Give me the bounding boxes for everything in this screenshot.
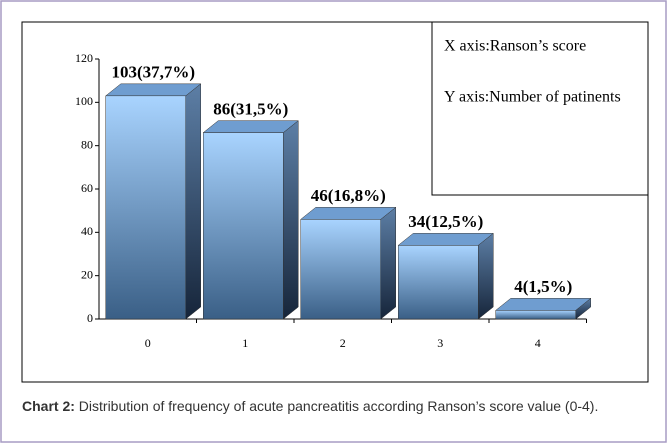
value-label: 86(31,5%)	[213, 100, 288, 119]
bar	[495, 310, 576, 320]
x-tick-label: 4	[535, 336, 541, 350]
value-label: 103(37,7%)	[111, 63, 195, 82]
value-label: 46(16,8%)	[311, 186, 386, 205]
caption-text: Distribution of frequency of acute pancr…	[78, 398, 599, 414]
y-tick-label: 60	[81, 181, 93, 195]
y-tick-label: 20	[81, 267, 93, 281]
x-tick-label: 3	[437, 336, 443, 350]
bar	[203, 132, 284, 320]
x-tick-label: 2	[340, 336, 346, 350]
note: X axis:Ranson’s score	[444, 38, 586, 55]
y-tick-label: 40	[81, 224, 93, 238]
caption: Chart 2: Distribution of frequency of ac…	[22, 396, 652, 417]
bar-top	[105, 83, 202, 97]
y-tick-label: 80	[81, 137, 93, 151]
note-box	[431, 21, 649, 196]
bar-top	[397, 233, 494, 246]
x-tick-label: 0	[145, 336, 151, 350]
bar-top	[300, 207, 397, 220]
bar	[105, 95, 186, 320]
x-tick-label: 1	[242, 336, 248, 350]
y-tick-label: 100	[75, 94, 93, 108]
bar-side	[380, 206, 396, 320]
bar-top	[202, 120, 299, 133]
note: Y axis:Number of patinents	[444, 89, 621, 106]
bar-top	[495, 298, 592, 311]
caption-label: Chart 2:	[22, 398, 75, 414]
bar	[398, 245, 479, 320]
value-label: 4(1,5%)	[514, 277, 572, 296]
value-label: 34(12,5%)	[408, 212, 483, 231]
bar	[300, 219, 381, 320]
bar-side	[283, 120, 299, 320]
y-tick-label: 0	[87, 311, 93, 325]
bar-side	[478, 232, 494, 320]
bar-side	[185, 83, 201, 320]
y-tick-label: 120	[75, 51, 93, 65]
